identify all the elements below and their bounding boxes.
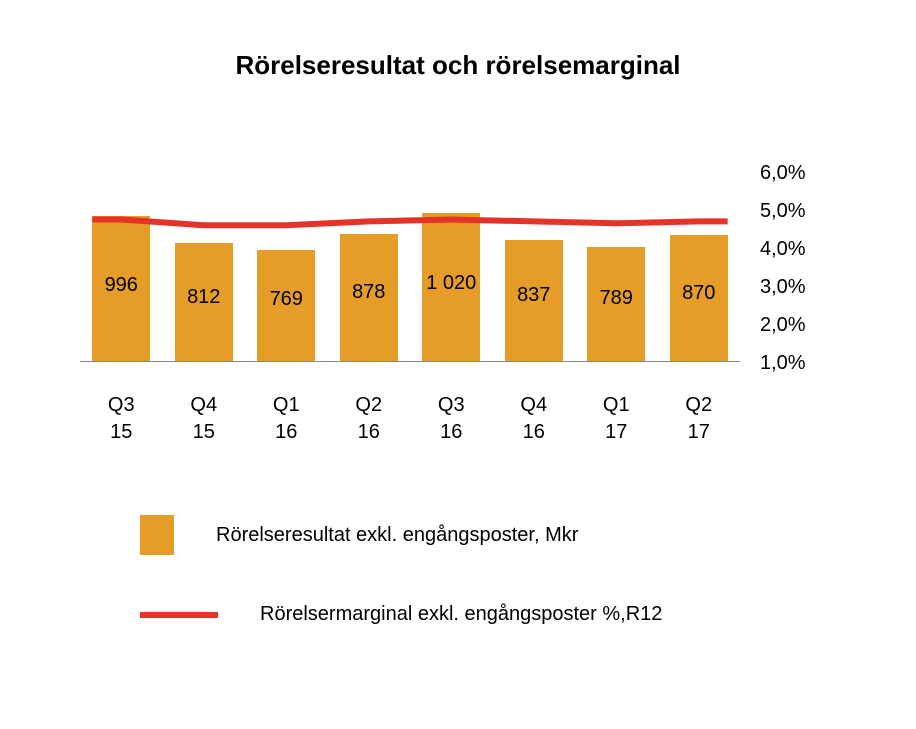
- plot-area: 8707898371 020878769812996: [80, 172, 740, 362]
- chart-title: Rörelseresultat och rörelsemarginal: [0, 50, 916, 81]
- x-tick-label: Q3 15: [80, 392, 163, 446]
- x-tick-label: Q4 15: [163, 392, 246, 446]
- x-tick-label: Q4 16: [493, 392, 576, 446]
- legend: Rörelseresultat exkl. engångsposter, Mkr…: [140, 515, 662, 674]
- y-tick-label: 6,0%: [760, 162, 806, 185]
- x-tick-label: Q2 17: [658, 392, 741, 446]
- margin-line: [80, 172, 740, 362]
- legend-swatch-line: [140, 612, 218, 618]
- legend-label: Rörelsermarginal exkl. engångsposter %,R…: [260, 603, 662, 626]
- x-tick-label: Q1 16: [245, 392, 328, 446]
- legend-item: Rörelseresultat exkl. engångsposter, Mkr: [140, 515, 662, 555]
- y-tick-label: 1,0%: [760, 352, 806, 375]
- x-tick-label: Q3 16: [410, 392, 493, 446]
- y-tick-label: 2,0%: [760, 314, 806, 337]
- y-tick-label: 4,0%: [760, 238, 806, 261]
- legend-swatch-bar: [140, 515, 174, 555]
- y-tick-label: 5,0%: [760, 200, 806, 223]
- legend-label: Rörelseresultat exkl. engångsposter, Mkr: [216, 524, 578, 547]
- x-tick-label: Q2 16: [328, 392, 411, 446]
- x-tick-label: Q1 17: [575, 392, 658, 446]
- margin-polyline: [92, 220, 727, 226]
- combo-chart: Rörelseresultat och rörelsemarginal 8707…: [0, 0, 916, 729]
- legend-item: Rörelsermarginal exkl. engångsposter %,R…: [140, 603, 662, 626]
- y-tick-label: 3,0%: [760, 276, 806, 299]
